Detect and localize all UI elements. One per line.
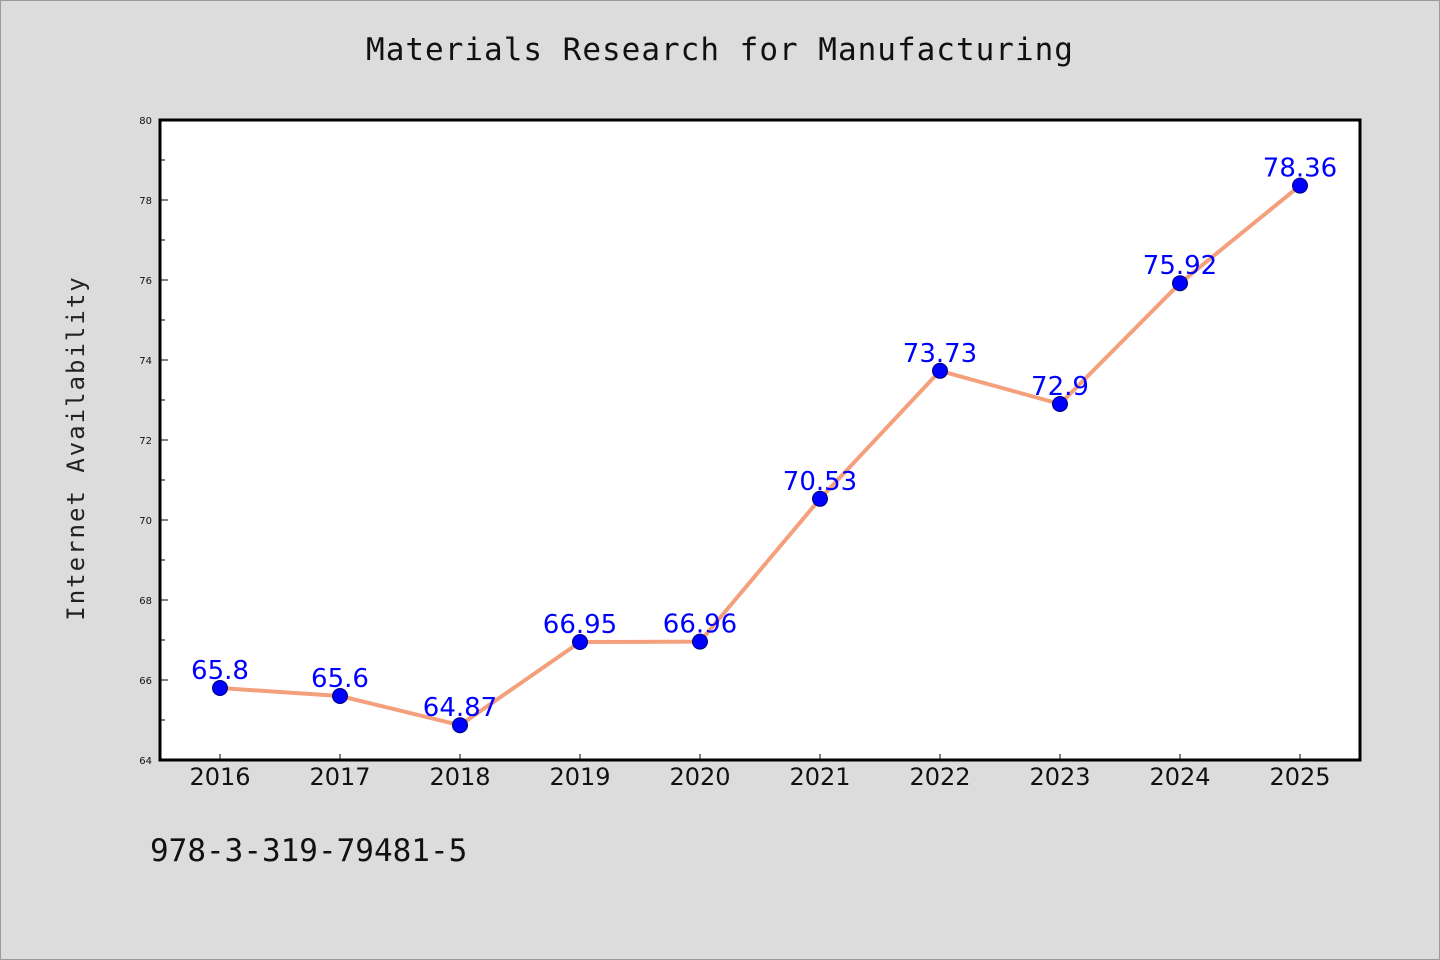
data-label: 66.96 — [663, 610, 737, 640]
x-tick-label: 2024 — [1149, 763, 1210, 791]
data-point — [1292, 177, 1308, 194]
series-line — [219, 184, 1302, 728]
y-tick-label: 80 — [139, 116, 152, 127]
data-markers — [212, 177, 1308, 734]
x-tick-label: 2019 — [549, 763, 610, 791]
x-tick-label: 2021 — [789, 763, 850, 791]
data-point — [692, 633, 708, 650]
data-point — [1052, 396, 1068, 412]
data-label: 72.9 — [1031, 372, 1089, 402]
y-axis-ticks: 64 66 68 70 72 74 76 78 80 — [139, 116, 168, 767]
data-label: 66.95 — [543, 610, 617, 640]
data-point — [812, 490, 828, 507]
data-label: 65.6 — [311, 664, 369, 694]
y-tick-label: 64 — [139, 756, 152, 767]
x-tick-label: 2020 — [669, 763, 730, 791]
y-tick-label: 66 — [139, 676, 152, 687]
y-tick-label: 70 — [139, 516, 152, 527]
chart-title: Materials Research for Manufacturing — [366, 32, 1074, 68]
y-tick-label: 76 — [139, 276, 152, 287]
y-tick-label: 68 — [139, 596, 152, 607]
data-label: 65.8 — [191, 656, 249, 686]
data-label: 70.53 — [783, 467, 857, 497]
x-tick-label: 2017 — [309, 763, 370, 791]
y-tick-label: 74 — [139, 356, 152, 367]
data-point — [1172, 275, 1188, 292]
data-label: 64.87 — [423, 693, 497, 723]
y-tick-label: 78 — [139, 196, 152, 207]
data-labels: 65.8 65.6 64.87 66.95 66.96 70.53 73.73 72.9 75.… — [191, 154, 1337, 724]
x-tick-label: 2025 — [1269, 763, 1330, 791]
x-tick-label: 2022 — [909, 763, 970, 791]
plot-area — [158, 118, 1362, 762]
isbn-text: 978-3-319-79481-5 — [150, 833, 468, 869]
data-point — [332, 688, 348, 704]
data-label: 75.92 — [1143, 251, 1217, 281]
data-point — [932, 362, 948, 379]
x-axis-ticks: 2016 2017 2018 2019 2020 2021 2022 2023 2024 2025 — [189, 754, 1331, 791]
data-point — [452, 717, 468, 734]
data-point — [212, 680, 228, 696]
x-tick-label: 2023 — [1029, 763, 1090, 791]
data-label: 73.73 — [903, 339, 977, 369]
data-label: 78.36 — [1263, 154, 1337, 184]
data-point — [572, 634, 588, 650]
x-tick-label: 2016 — [189, 763, 250, 791]
y-tick-label: 72 — [139, 436, 152, 447]
x-tick-label: 2018 — [429, 763, 490, 791]
